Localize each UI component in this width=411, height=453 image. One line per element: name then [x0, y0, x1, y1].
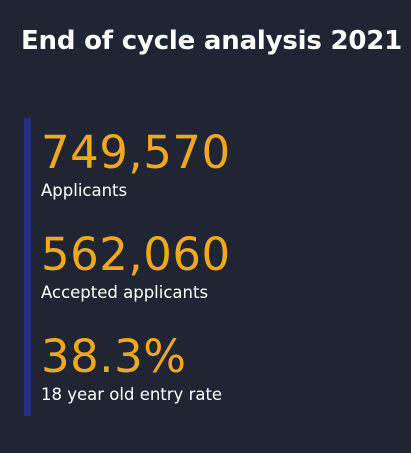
accent-bar [24, 118, 31, 416]
card-title: End of cycle analysis 2021 [21, 26, 403, 56]
stat-label: 18 year old entry rate [41, 385, 223, 404]
stat-entry-rate: 38.3% 18 year old entry rate [41, 332, 222, 405]
stat-applicants: 749,570 Applicants [41, 128, 231, 201]
stat-label: Accepted applicants [41, 283, 209, 302]
stat-value: 562,060 [41, 228, 231, 281]
stat-label: Applicants [41, 181, 128, 200]
stat-value: 38.3% [41, 330, 187, 383]
stat-value: 749,570 [41, 126, 231, 179]
stats-group: 749,570 Applicants 562,060 Accepted appl… [24, 118, 384, 416]
stat-accepted-applicants: 562,060 Accepted applicants [41, 230, 231, 303]
